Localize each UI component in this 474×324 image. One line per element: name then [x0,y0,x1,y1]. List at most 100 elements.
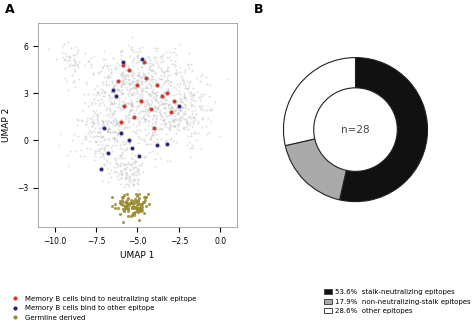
Point [128,204,136,209]
Point [170,98,178,104]
Point [137,96,145,101]
Point [68,45,75,50]
Point [125,67,133,72]
Point [83,145,91,150]
Point [118,102,126,107]
Point [145,108,152,113]
Point [161,106,168,111]
Point [175,117,182,122]
Point [157,65,165,70]
Point [89,134,96,140]
Point [132,191,140,197]
Point [105,127,113,132]
Point [166,89,174,94]
Point [114,156,122,161]
Point [150,125,158,131]
Point [142,108,149,113]
Point [139,202,146,207]
Point [135,79,142,85]
Point [131,89,138,94]
Point [177,117,185,122]
Point [164,77,172,82]
Point [144,106,152,111]
Point [118,197,126,202]
Point [97,68,104,74]
Point [162,50,170,55]
Point [125,179,132,184]
Point [174,102,182,108]
Point [134,133,141,138]
Point [148,62,156,67]
Point [182,105,189,110]
Point [176,69,184,75]
Point [173,126,181,132]
Point [185,139,193,144]
Point [75,60,83,65]
Point [128,146,137,151]
Point [116,211,123,216]
Point [148,67,156,72]
Point [111,206,118,211]
Point [133,77,141,82]
Point [80,137,88,142]
Point [114,205,122,211]
Point [164,102,172,108]
Point [162,125,170,130]
Point [164,67,171,72]
Point [121,142,128,147]
Point [131,160,138,165]
Point [166,106,174,111]
Point [137,96,144,101]
Point [140,200,147,205]
Point [157,112,165,117]
Point [115,87,123,92]
Point [223,76,231,82]
Point [121,206,129,211]
Point [126,124,133,130]
Point [181,82,189,87]
Point [105,125,112,131]
Point [168,106,175,111]
Point [152,94,160,99]
Point [85,91,92,96]
Point [141,108,149,113]
Point [167,125,174,130]
Point [157,125,164,131]
Point [146,64,154,69]
Point [143,194,150,199]
Point [162,100,170,105]
Point [142,116,149,122]
Point [100,56,107,62]
Point [147,101,155,106]
Point [68,73,75,78]
Point [164,141,171,146]
Point [178,76,185,81]
Point [155,109,163,114]
Point [115,95,122,100]
Point [152,126,159,132]
Point [105,137,113,142]
Point [153,116,160,122]
Point [198,115,206,120]
Wedge shape [285,139,346,200]
Point [119,161,127,166]
Point [164,55,171,60]
Point [153,142,161,147]
Point [127,214,135,219]
Point [122,174,130,179]
Point [189,119,197,124]
Point [110,169,118,175]
Point [104,127,112,132]
Point [177,108,184,113]
Point [128,103,135,109]
Point [181,92,188,97]
Point [133,86,140,91]
Point [135,205,142,210]
Point [147,67,155,72]
Point [112,115,119,121]
Point [137,209,145,214]
Point [169,119,176,124]
Point [117,84,125,89]
Point [197,98,204,103]
Point [181,112,188,117]
